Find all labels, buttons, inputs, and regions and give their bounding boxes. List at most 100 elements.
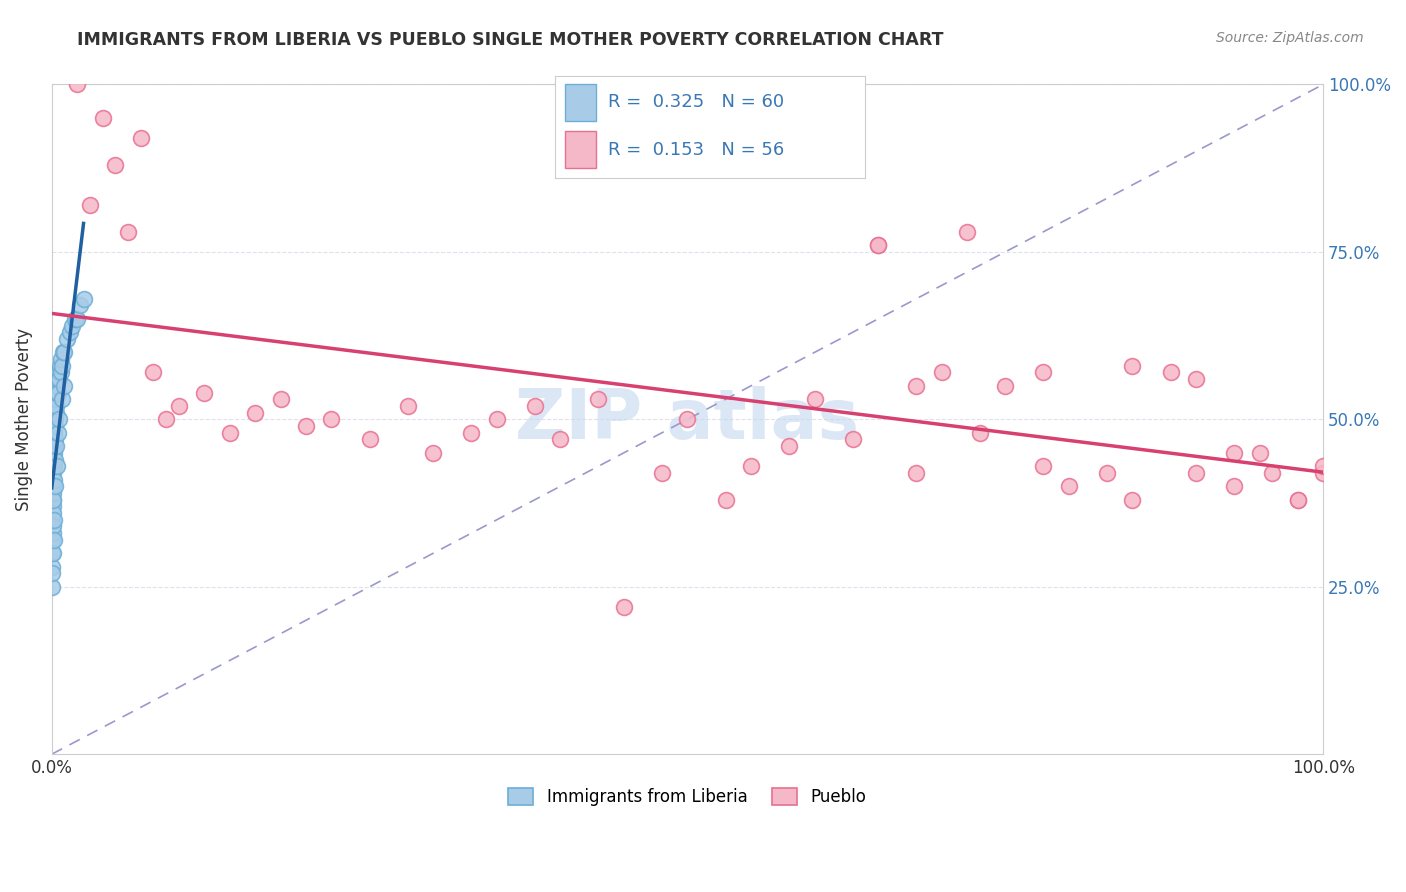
Point: [243, 406, 266, 420]
Point: [613, 599, 636, 614]
Point: [1312, 466, 1334, 480]
Point: [42, 425, 65, 440]
Point: [41, 546, 63, 560]
Point: [1160, 366, 1182, 380]
Point: [1286, 492, 1309, 507]
Point: [523, 399, 546, 413]
Point: [1095, 466, 1118, 480]
Point: [53, 345, 76, 359]
Point: [44, 419, 66, 434]
Point: [117, 225, 139, 239]
Point: [931, 366, 953, 380]
Point: [69, 298, 91, 312]
Legend: Immigrants from Liberia, Pueblo: Immigrants from Liberia, Pueblo: [502, 781, 873, 813]
Point: [45, 406, 67, 420]
Point: [1185, 466, 1208, 480]
Point: [905, 466, 928, 480]
Point: [104, 158, 127, 172]
Point: [58, 325, 80, 339]
Point: [46, 385, 69, 400]
Point: [42, 439, 65, 453]
Point: [1312, 459, 1334, 474]
Point: [1057, 479, 1080, 493]
Point: [1249, 446, 1271, 460]
Point: [48, 372, 70, 386]
Point: [714, 492, 737, 507]
Point: [42, 486, 65, 500]
Point: [79, 198, 101, 212]
Point: [1261, 466, 1284, 480]
Point: [994, 379, 1017, 393]
Point: [460, 425, 482, 440]
Text: Source: ZipAtlas.com: Source: ZipAtlas.com: [1216, 31, 1364, 45]
Point: [1185, 372, 1208, 386]
Point: [270, 392, 292, 407]
Point: [41, 559, 63, 574]
Point: [803, 392, 825, 407]
Point: [41, 526, 63, 541]
Point: [129, 131, 152, 145]
Point: [44, 452, 66, 467]
Point: [51, 352, 73, 367]
Point: [588, 392, 610, 407]
Point: [51, 359, 73, 373]
Point: [44, 479, 66, 493]
Point: [485, 412, 508, 426]
Point: [60, 318, 83, 333]
Point: [41, 580, 63, 594]
Point: [193, 385, 215, 400]
Point: [44, 399, 66, 413]
Point: [52, 345, 75, 359]
Point: [778, 439, 800, 453]
Point: [45, 439, 67, 453]
Text: R =  0.153   N = 56: R = 0.153 N = 56: [607, 141, 785, 159]
Point: [44, 446, 66, 460]
Point: [42, 459, 65, 474]
Point: [42, 492, 65, 507]
Text: ZIP atlas: ZIP atlas: [516, 386, 859, 453]
Point: [42, 473, 65, 487]
Point: [63, 311, 86, 326]
Bar: [565, 84, 596, 121]
Point: [676, 412, 699, 426]
Point: [1121, 359, 1143, 373]
Point: [53, 379, 76, 393]
Point: [956, 225, 979, 239]
Point: [42, 519, 65, 533]
Point: [1223, 446, 1246, 460]
Point: [841, 433, 863, 447]
Point: [46, 425, 69, 440]
Point: [72, 292, 94, 306]
Point: [42, 500, 65, 514]
Point: [1223, 479, 1246, 493]
Point: [167, 399, 190, 413]
Point: [42, 452, 65, 467]
Point: [41, 533, 63, 547]
Point: [44, 433, 66, 447]
Point: [42, 412, 65, 426]
Text: R =  0.325   N = 60: R = 0.325 N = 60: [607, 94, 785, 112]
Y-axis label: Single Mother Poverty: Single Mother Poverty: [15, 327, 32, 511]
Point: [44, 425, 66, 440]
Point: [91, 111, 114, 125]
Point: [651, 466, 673, 480]
Point: [56, 332, 79, 346]
Point: [396, 399, 419, 413]
Point: [41, 513, 63, 527]
Point: [45, 459, 67, 474]
Point: [42, 546, 65, 560]
Point: [41, 492, 63, 507]
Point: [359, 433, 381, 447]
Point: [48, 412, 70, 426]
Point: [46, 372, 69, 386]
Point: [66, 78, 89, 92]
Point: [295, 419, 318, 434]
Bar: [565, 131, 596, 168]
Point: [1032, 366, 1054, 380]
Point: [969, 425, 991, 440]
Point: [1032, 459, 1054, 474]
Point: [218, 425, 240, 440]
Point: [142, 366, 165, 380]
Point: [44, 412, 66, 426]
Point: [45, 379, 67, 393]
